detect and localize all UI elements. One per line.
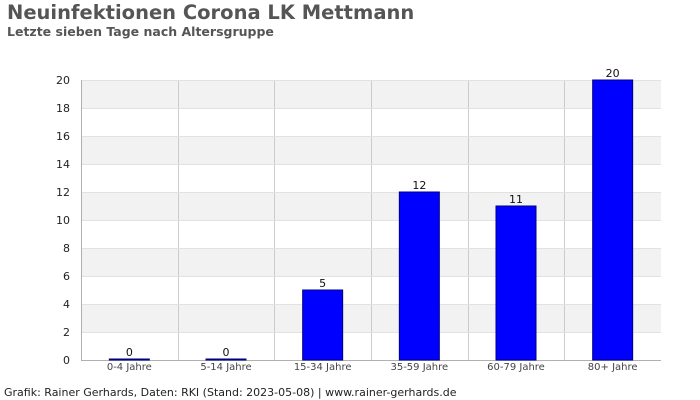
x-tick-label: 60-79 Jahre <box>487 362 545 373</box>
bar-value-label: 0 <box>126 346 133 359</box>
y-tick-label: 6 <box>63 270 70 283</box>
chart-title: Neuinfektionen Corona LK Mettmann <box>7 1 415 24</box>
bar <box>108 358 150 361</box>
bar <box>495 205 537 361</box>
y-tick-label: 0 <box>63 354 70 367</box>
bar-value-label: 11 <box>509 193 523 206</box>
horizontal-gridlines <box>81 80 661 333</box>
y-tick-label: 12 <box>56 186 70 199</box>
value-labels: 0 0 5 12 11 20 <box>126 67 620 359</box>
y-tick-label: 20 <box>56 74 70 87</box>
bar <box>205 358 247 361</box>
y-tick-label: 10 <box>56 214 70 227</box>
bar-value-label: 5 <box>319 277 326 290</box>
bar-value-label: 0 <box>223 346 230 359</box>
bar-value-label: 20 <box>606 67 620 80</box>
x-tick-label: 5-14 Jahre <box>200 362 251 373</box>
x-tick-label: 80+ Jahre <box>588 362 638 373</box>
x-tick-label: 15-34 Jahre <box>294 362 352 373</box>
axes <box>81 80 661 361</box>
y-tick-label: 4 <box>63 298 70 311</box>
x-tick-label: 35-59 Jahre <box>390 362 448 373</box>
bar <box>398 191 440 361</box>
source-footer: Grafik: Rainer Gerhards, Daten: RKI (Sta… <box>4 386 457 399</box>
y-tick-label: 14 <box>56 158 70 171</box>
bar <box>592 79 634 361</box>
chart-subtitle: Letzte sieben Tage nach Altersgruppe <box>7 24 274 39</box>
y-tick-label: 2 <box>63 326 70 339</box>
y-tick-label: 8 <box>63 242 70 255</box>
x-tick-labels: 0-4 Jahre 5-14 Jahre 15-34 Jahre 35-59 Jahr… <box>107 362 638 373</box>
y-tick-label: 18 <box>56 102 70 115</box>
bar-value-label: 12 <box>412 179 426 192</box>
bar <box>302 289 344 361</box>
x-tick-label: 0-4 Jahre <box>107 362 152 373</box>
bars <box>108 79 634 361</box>
y-tick-label: 16 <box>56 130 70 143</box>
y-tick-labels: 0 2 4 6 8 10 12 14 16 18 20 <box>56 74 70 367</box>
